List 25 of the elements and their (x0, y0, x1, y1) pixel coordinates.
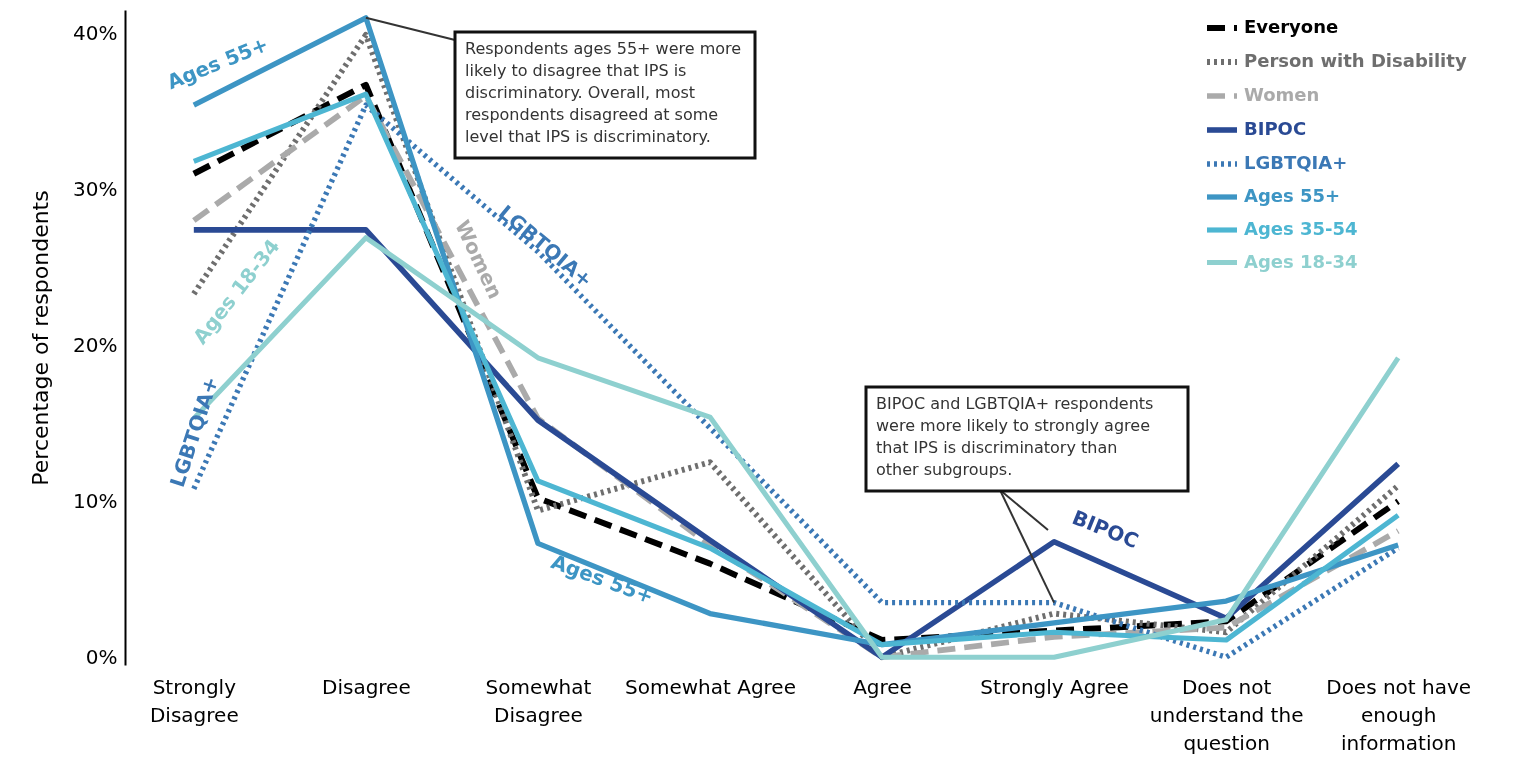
legend-label: Everyone (1244, 16, 1339, 37)
legend-label: Person with Disability (1244, 50, 1467, 71)
y-tick-label: 40% (73, 20, 118, 45)
x-tick-label: Does not have enough information (1326, 674, 1472, 755)
x-tick-label: Disagree (322, 674, 411, 699)
annotation: Ages 55+ (163, 31, 272, 95)
x-tick-label: Strongly Disagree (149, 674, 239, 727)
y-axis-title: Percentage of respondents (28, 190, 54, 486)
x-tick-label: Somewhat Agree (624, 674, 796, 699)
y-tick-label: 10% (73, 488, 118, 513)
x-tick-label: Agree (853, 674, 912, 699)
legend-label: LGBTQIA+ (1244, 152, 1348, 173)
legend-label: Ages 35-54 (1244, 218, 1358, 239)
legend-label: BIPOC (1244, 118, 1307, 139)
annotation: Respondents ages 55+ were more likely to disagree that IPS is discriminatory. Overall, most respondents disagreed at some level that IPS is discriminatory. (465, 39, 742, 146)
legend-label: Women (1244, 84, 1320, 105)
y-tick-label: 0% (85, 644, 118, 669)
y-tick-label: 30% (73, 176, 118, 201)
legend-label: Ages 55+ (1244, 185, 1341, 206)
x-tick-label: Somewhat Disagree (485, 674, 592, 727)
y-tick-label: 20% (73, 332, 118, 357)
legend-label: Ages 18-34 (1244, 250, 1358, 272)
annotation: BIPOC and LGBTQIA+ respondents were more likely to strongly agree that IPS is discriminatory than other subgroups. (876, 394, 1154, 479)
x-tick-label: Does not understand the question (1149, 674, 1304, 755)
x-tick-label: Strongly Agree (980, 674, 1129, 699)
